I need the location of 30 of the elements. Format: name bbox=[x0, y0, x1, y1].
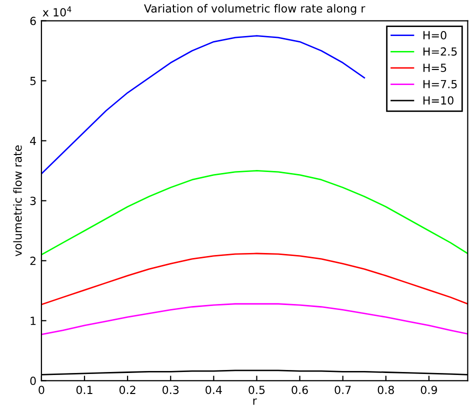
y-tick-label: 6 bbox=[30, 16, 36, 26]
y-tick-label: 3 bbox=[30, 196, 36, 206]
legend-label: H=7.5 bbox=[423, 80, 457, 88]
x-tick-label: 0.9 bbox=[420, 386, 438, 394]
x-tick-label: 0 bbox=[38, 386, 44, 394]
x-axis-title: r bbox=[253, 398, 257, 405]
line-series bbox=[41, 303, 468, 336]
x-tick-label: 0.7 bbox=[334, 386, 351, 394]
x-tick-label: 0.1 bbox=[76, 386, 92, 394]
legend-label: H=2.5 bbox=[423, 47, 457, 56]
y-tick-label: 5 bbox=[30, 76, 36, 86]
y-tick-label: 1 bbox=[30, 316, 36, 325]
x-tick-label: 0.8 bbox=[378, 386, 394, 394]
text: x 10$^{4}$ bbox=[42, 6, 72, 16]
legend-label: H=5 bbox=[423, 64, 446, 72]
x-tick-label: 0.6 bbox=[292, 386, 308, 394]
x-tick-label: 0.2 bbox=[119, 386, 136, 394]
chart-title: Variation of volumetric flow rate along r bbox=[144, 4, 366, 15]
y-axis-title: volumetric flow rate bbox=[13, 145, 22, 256]
y-tick-label: 4 bbox=[30, 136, 36, 145]
x-tick-label: 0.3 bbox=[162, 386, 179, 394]
line-series bbox=[41, 35, 366, 174]
line-series bbox=[41, 170, 468, 256]
legend-label: H=0 bbox=[423, 30, 446, 40]
x-tick-label: 0.5 bbox=[248, 386, 265, 394]
line-series bbox=[41, 252, 468, 306]
y-tick-label: 2 bbox=[30, 256, 36, 265]
x-tick-label: 0.4 bbox=[206, 386, 222, 394]
y-tick-label: 0 bbox=[30, 376, 36, 386]
legend-label: H=10 bbox=[423, 96, 454, 105]
